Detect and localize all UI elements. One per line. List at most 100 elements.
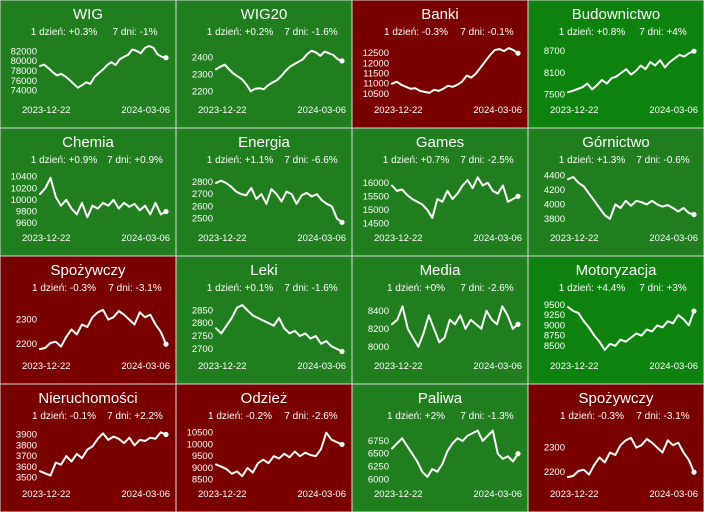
chart-title: Energia: [238, 134, 290, 151]
series-line: [215, 49, 343, 93]
x-end-date: 2024-03-06: [649, 489, 698, 500]
chart-panel: WIG20 1 dzień: +0.2% 7 dni: -1.6% 2400 2300 2…: [176, 0, 352, 128]
chart-panel: Spożywczy 1 dzień: -0.3% 7 dni: -3.1% 2300 2…: [0, 256, 176, 384]
seven-day-change: 7 dni: -2.6%: [284, 411, 337, 422]
y-tick-label: 11000: [363, 79, 389, 90]
y-tick-label: 2750: [192, 331, 213, 342]
y-tick-label: 9500: [192, 451, 213, 462]
one-day-change: 1 dzień: +1.3%: [559, 155, 626, 166]
series-line: [215, 179, 343, 224]
y-tick-label: 11500: [363, 69, 389, 80]
one-day-change: 1 dzień: -0.1%: [32, 411, 96, 422]
y-tick-label: 78000: [11, 66, 37, 77]
y-tick-label: 4000: [544, 199, 565, 210]
last-point-marker: [163, 55, 169, 61]
y-tick-label: 2700: [192, 189, 213, 200]
chart-title: Banki: [421, 6, 459, 23]
y-tick-label: 10500: [187, 428, 213, 439]
y-tick-label: 74000: [11, 86, 37, 97]
series-line: [391, 47, 519, 94]
x-end-date: 2024-03-06: [121, 233, 170, 244]
seven-day-change: 7 dni: +4%: [639, 27, 687, 38]
chart-title: Nieruchomości: [38, 390, 137, 407]
panel-background: [528, 0, 704, 128]
x-end-date: 2024-03-06: [473, 489, 522, 500]
seven-day-change: 7 dni: -1%: [112, 27, 157, 38]
one-day-change: 1 dzień: +0%: [387, 283, 445, 294]
x-end-date: 2024-03-06: [473, 361, 522, 372]
chart-title: Games: [416, 134, 464, 151]
one-day-change: 1 dzień: -0.2%: [208, 411, 272, 422]
x-start-date: 2023-12-22: [198, 489, 247, 500]
series-line: [567, 50, 695, 94]
x-start-date: 2023-12-22: [22, 233, 71, 244]
y-tick-label: 4200: [544, 185, 565, 196]
last-point-marker: [339, 219, 345, 225]
seven-day-change: 7 dni: -0.1%: [460, 27, 513, 38]
y-tick-label: 2500: [192, 214, 213, 225]
chart-title: WIG20: [241, 6, 288, 23]
series-line: [391, 429, 519, 478]
x-start-date: 2023-12-22: [550, 233, 599, 244]
last-point-marker: [515, 451, 521, 457]
panel-background: [528, 128, 704, 256]
y-tick-label: 12500: [363, 48, 389, 59]
last-point-marker: [163, 341, 169, 347]
panel-background: [0, 256, 176, 384]
series-line: [215, 431, 343, 478]
y-tick-label: 2850: [192, 305, 213, 316]
y-tick-label: 6750: [368, 436, 389, 447]
seven-day-change: 7 dni: -6.6%: [284, 155, 337, 166]
x-end-date: 2024-03-06: [473, 105, 522, 116]
x-start-date: 2023-12-22: [198, 233, 247, 244]
y-tick-label: 15500: [363, 191, 389, 202]
y-tick-label: 10500: [363, 89, 389, 100]
chart-title: Chemia: [62, 134, 114, 151]
series-line: [567, 306, 695, 351]
y-tick-label: 8700: [544, 46, 565, 57]
y-tick-label: 2200: [544, 467, 565, 478]
one-day-change: 1 dzień: +1.1%: [207, 155, 274, 166]
one-day-change: 1 dzień: -0.3%: [560, 411, 624, 422]
one-day-change: 1 dzień: +0.3%: [31, 27, 98, 38]
series-line: [39, 45, 167, 89]
x-start-date: 2023-12-22: [198, 361, 247, 372]
y-tick-label: 3800: [544, 214, 565, 225]
y-tick-label: 2300: [544, 443, 565, 454]
panel-background: [352, 0, 528, 128]
y-tick-label: 3500: [16, 473, 37, 484]
series-line: [391, 176, 519, 219]
panel-background: [176, 0, 352, 128]
y-tick-label: 9600: [16, 218, 37, 229]
y-tick-label: 7500: [544, 89, 565, 100]
x-end-date: 2024-03-06: [297, 489, 346, 500]
series-line: [391, 305, 519, 348]
panel-background: [352, 384, 528, 512]
panel-background: [528, 384, 704, 512]
y-tick-label: 82000: [11, 46, 37, 57]
one-day-change: 1 dzień: +4.4%: [559, 283, 626, 294]
one-day-change: 1 dzień: -0.3%: [384, 27, 448, 38]
x-end-date: 2024-03-06: [121, 489, 170, 500]
chart-panel: Chemia 1 dzień: +0.9% 7 dni: +0.9% 10400102…: [0, 128, 176, 256]
y-tick-label: 2300: [192, 69, 213, 80]
y-tick-label: 80000: [11, 56, 37, 67]
chart-title: Media: [420, 262, 462, 279]
y-tick-label: 10400: [11, 172, 37, 183]
x-start-date: 2023-12-22: [374, 489, 423, 500]
chart-title: Spożywczy: [578, 390, 654, 407]
y-tick-label: 8200: [368, 324, 389, 335]
x-end-date: 2024-03-06: [297, 361, 346, 372]
y-tick-label: 2200: [192, 86, 213, 97]
y-tick-label: 2600: [192, 201, 213, 212]
seven-day-change: 7 dni: -1.6%: [284, 283, 337, 294]
seven-day-change: 7 dni: -0.6%: [636, 155, 689, 166]
x-end-date: 2024-03-06: [473, 233, 522, 244]
one-day-change: 1 dzień: +0.9%: [31, 155, 98, 166]
y-tick-label: 3800: [16, 440, 37, 451]
chart-panel: Leki 1 dzień: +0.1% 7 dni: -1.6% 2850 2800 27…: [176, 256, 352, 384]
x-end-date: 2024-03-06: [121, 361, 170, 372]
y-tick-label: 8750: [544, 331, 565, 342]
y-tick-label: 2400: [192, 53, 213, 64]
